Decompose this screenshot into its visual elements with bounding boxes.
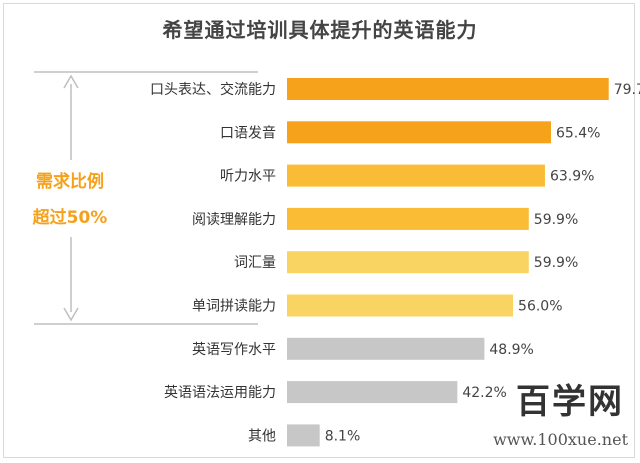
watermark-url: www.100xue.net	[493, 430, 628, 449]
category-label: 口头表达、交流能力	[150, 81, 276, 98]
value-label: 42.2%	[462, 385, 506, 401]
figure-border	[3, 3, 635, 458]
category-label: 其他	[248, 428, 276, 444]
value-label: 63.9%	[550, 169, 594, 185]
value-label: 59.9%	[534, 212, 578, 228]
bar	[287, 164, 545, 187]
bar	[287, 294, 514, 317]
arrow-down-icon	[63, 307, 79, 322]
category-label: 单词拼读能力	[192, 298, 276, 315]
value-label: 65.4%	[556, 125, 600, 141]
category-label: 英语写作水平	[192, 341, 276, 358]
annotation-text-line2: 超过50%	[33, 207, 108, 228]
bar	[287, 251, 529, 274]
annotation-group: 需求比例 超过50%	[33, 71, 258, 325]
category-label: 英语语法运用能力	[164, 384, 276, 401]
bar	[287, 78, 609, 100]
bars-layer: 口头表达、交流能力 79.7% 口语发音 65.4% 听力水平 63.9% 阅读理解能力 59…	[150, 78, 640, 447]
annotation-text-line1: 需求比例	[36, 171, 104, 192]
bar	[287, 121, 551, 144]
category-label: 口语发音	[220, 124, 276, 141]
category-label: 听力水平	[220, 169, 276, 185]
category-label: 词汇量	[234, 255, 276, 271]
arrow-up-icon	[63, 74, 79, 89]
bar	[287, 424, 320, 447]
value-label: 8.1%	[325, 428, 361, 444]
chart-title: 希望通过培训具体提升的英语能力	[162, 18, 478, 42]
value-label: 79.7%	[614, 82, 640, 98]
value-label: 48.9%	[489, 342, 533, 358]
category-label: 阅读理解能力	[192, 211, 276, 228]
bar	[287, 207, 529, 230]
value-label: 56.0%	[518, 299, 562, 315]
bar	[287, 381, 458, 404]
value-label: 59.9%	[534, 255, 578, 271]
bar	[287, 337, 485, 360]
watermark-brand: 百学网	[516, 382, 624, 422]
